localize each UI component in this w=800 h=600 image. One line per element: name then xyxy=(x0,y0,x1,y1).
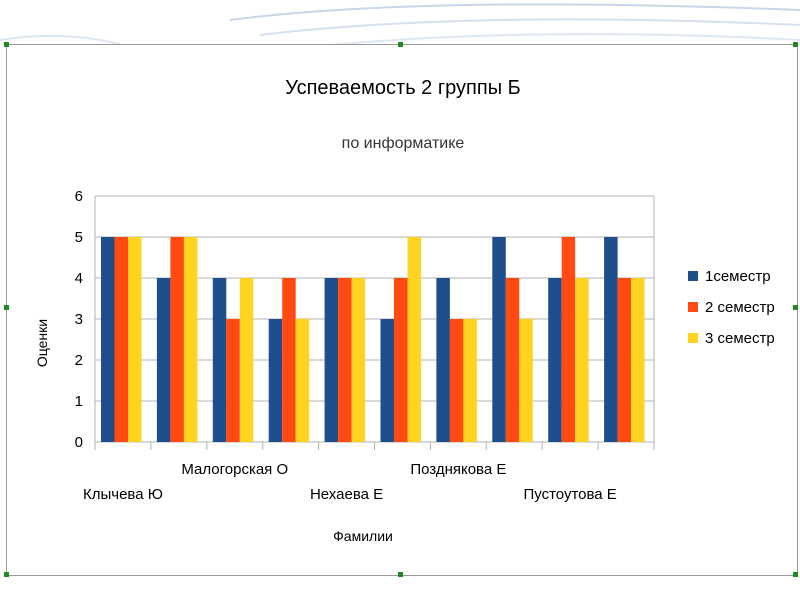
y-tick-labels: 0 1 2 3 4 5 6 xyxy=(75,188,83,451)
bar xyxy=(519,319,533,442)
bar xyxy=(631,278,645,442)
frame-handle[interactable] xyxy=(4,42,9,47)
legend-label: 1семестр xyxy=(705,268,771,285)
bar xyxy=(295,319,310,442)
x-tick-label: Пустоутова Е xyxy=(523,486,616,503)
y-tick-label: 0 xyxy=(75,434,83,451)
x-tick-label: Позднякова Е xyxy=(410,461,506,478)
frame-handle[interactable] xyxy=(793,572,798,577)
legend-swatch xyxy=(688,271,698,281)
x-tick-label: Малогорская О xyxy=(181,461,288,478)
y-tick-label: 5 xyxy=(75,229,83,246)
y-tick-label: 4 xyxy=(75,270,83,287)
bar xyxy=(101,237,115,442)
bar xyxy=(617,278,632,442)
x-axis-label: Фамилии xyxy=(333,528,393,544)
bar xyxy=(183,237,198,442)
frame-handle[interactable] xyxy=(4,305,9,310)
bar xyxy=(128,237,142,442)
legend-swatch xyxy=(688,333,698,343)
bar xyxy=(282,278,296,442)
bar xyxy=(604,237,618,442)
legend-label: 3 семестр xyxy=(705,330,775,347)
bar xyxy=(156,278,171,442)
bar xyxy=(463,319,477,442)
x-tick-labels: Клычева Ю Малогорская О Нехаева Е Поздняков… xyxy=(83,461,617,503)
bar xyxy=(548,278,562,442)
y-tick-label: 2 xyxy=(75,352,83,369)
y-tick-label: 6 xyxy=(75,188,83,205)
y-axis-label: Оценки xyxy=(34,319,50,367)
bar xyxy=(436,278,450,442)
bar xyxy=(575,278,589,442)
x-tick-label: Нехаева Е xyxy=(310,486,383,503)
bar xyxy=(338,278,352,442)
bar xyxy=(449,319,464,442)
frame-handle[interactable] xyxy=(793,305,798,310)
legend-label: 2 семестр xyxy=(705,299,775,316)
frame-handle[interactable] xyxy=(398,42,403,47)
bar xyxy=(380,319,394,442)
frame-handle[interactable] xyxy=(398,572,403,577)
bar xyxy=(561,237,576,442)
background-swoosh xyxy=(0,3,800,49)
y-tick-label: 1 xyxy=(75,393,83,410)
legend-swatch xyxy=(688,302,698,312)
bar xyxy=(394,278,408,442)
bar xyxy=(407,237,421,442)
bar xyxy=(324,278,339,442)
chart-title: Успеваемость 2 группы Б xyxy=(285,77,521,99)
bar xyxy=(114,237,128,442)
chart-subtitle: по информатике xyxy=(342,135,465,152)
bar xyxy=(239,278,254,442)
axes xyxy=(94,196,655,450)
bars xyxy=(101,237,645,442)
bar-chart: Успеваемость 2 группы Б по информатике 0… xyxy=(34,77,775,544)
legend: 1семестр 2 семестр 3 семестр xyxy=(688,268,775,347)
bar xyxy=(268,319,283,442)
bar xyxy=(492,237,506,442)
bar xyxy=(351,278,366,442)
chart-frame: Успеваемость 2 группы Б по информатике 0… xyxy=(6,44,798,576)
frame-handle[interactable] xyxy=(793,42,798,47)
bar xyxy=(505,278,520,442)
y-tick-label: 3 xyxy=(75,311,83,328)
x-tick-label: Клычева Ю xyxy=(83,486,163,503)
bar xyxy=(212,278,227,442)
bar xyxy=(170,237,184,442)
frame-handle[interactable] xyxy=(4,572,9,577)
bar xyxy=(226,319,240,442)
